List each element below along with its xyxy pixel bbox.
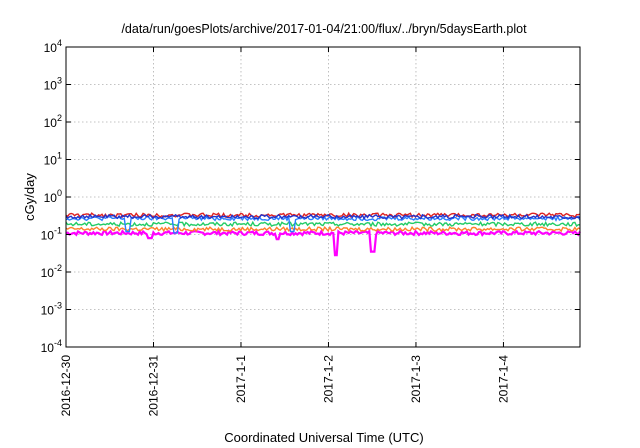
x-tick-label: 2017-1-3 [409,355,423,403]
series-line [65,214,581,234]
series-line [65,213,581,221]
y-tick-label: 10-2 [41,263,62,280]
y-tick-label: 10-1 [41,226,62,243]
series-line [65,220,581,228]
series-line [65,228,581,257]
x-tick-label: 2016-12-30 [59,355,73,417]
y-tick-label: 10-3 [41,301,62,318]
series-line [65,225,581,233]
y-axis: 10-4 10-3 10-2 10-1 100 101 102 103 104 [41,38,580,355]
x-axis-label: Coordinated Universal Time (UTC) [224,430,423,445]
plot-series [65,211,581,257]
y-tick-label: 100 [44,188,62,205]
x-tick-label: 2017-1-2 [321,355,335,403]
y-tick-label: 102 [44,113,62,130]
y-tick-label: 101 [44,151,62,168]
y-tick-label: 10-4 [41,338,62,355]
y-axis-label: cGy/day [22,173,37,221]
y-tick-label: 103 [44,76,62,93]
chart-title: /data/run/goesPlots/archive/2017-01-04/2… [121,22,527,36]
grid [66,47,580,347]
x-tick-label: 2017-1-4 [496,355,510,403]
x-tick-label: 2016-12-31 [146,355,160,417]
x-tick-label: 2017-1-1 [234,355,248,403]
x-axis: 2016-12-30 2016-12-31 2017-1-1 2017-1-2 2017… [59,47,510,416]
y-tick-label: 104 [44,38,62,55]
